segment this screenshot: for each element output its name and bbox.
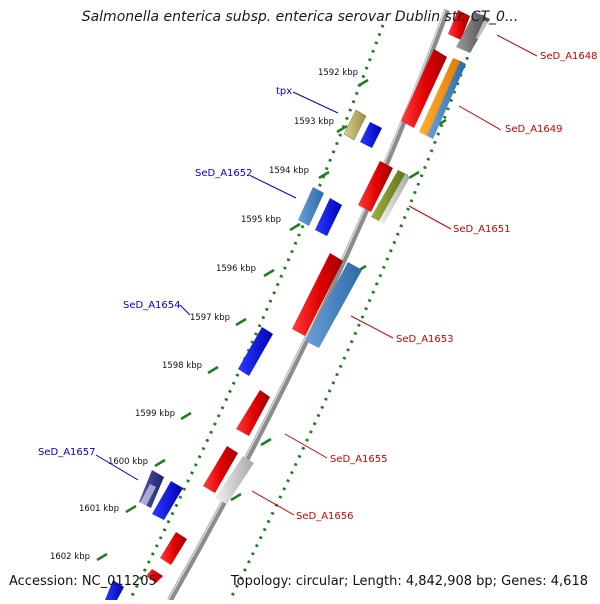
gene-partial-bottom-left[interactable] xyxy=(105,532,187,600)
kbp-label-1596: 1596 kbp xyxy=(216,264,256,274)
gene-sed-a1656[interactable] xyxy=(203,446,254,504)
gene-label-sed-a1656[interactable]: SeD_A1656 xyxy=(296,511,354,522)
gene-label-sed-a1657[interactable]: SeD_A1657 xyxy=(38,447,96,458)
gene-label-tpx[interactable]: tpx xyxy=(276,86,292,97)
kbp-label-1602: 1602 kbp xyxy=(50,552,90,562)
gene-label-sed-a1648[interactable]: SeD_A1648 xyxy=(540,51,598,62)
gene-label-sed-a1654[interactable]: SeD_A1654 xyxy=(123,300,181,311)
kbp-label-1601: 1601 kbp xyxy=(79,504,119,514)
kbp-label-1597: 1597 kbp xyxy=(190,313,230,323)
label-leader-lines xyxy=(95,34,538,516)
gene-sed-a1651[interactable] xyxy=(358,161,410,224)
gene-top-partial[interactable] xyxy=(448,10,490,53)
gene-sed-a1657[interactable] xyxy=(139,470,183,520)
kbp-label-1594: 1594 kbp xyxy=(269,166,309,176)
kbp-label-1595: 1595 kbp xyxy=(241,215,281,225)
kbp-label-1600: 1600 kbp xyxy=(108,457,148,467)
gene-label-sed-a1649[interactable]: SeD_A1649 xyxy=(505,124,563,135)
kbp-label-1593: 1593 kbp xyxy=(294,117,334,127)
topology-text: Topology: circular; Length: 4,842,908 bp… xyxy=(230,574,588,589)
gene-label-sed-a1652[interactable]: SeD_A1652 xyxy=(195,168,253,179)
gene-sed-a1652[interactable] xyxy=(298,187,342,236)
gene-sed-a1649[interactable] xyxy=(401,49,466,139)
kbp-label-1592: 1592 kbp xyxy=(318,68,358,78)
map-title: Salmonella enterica subsp. enterica sero… xyxy=(81,9,519,25)
gene-sed-a1653[interactable] xyxy=(292,253,362,348)
kbp-label-1599: 1599 kbp xyxy=(135,409,175,419)
gene-sed-a1655[interactable] xyxy=(236,390,270,436)
gene-sed-a1654[interactable] xyxy=(238,327,273,376)
accession-text: Accession: NC_011205 xyxy=(9,574,157,589)
gene-label-sed-a1653[interactable]: SeD_A1653 xyxy=(396,334,454,345)
gene-tpx[interactable] xyxy=(343,109,382,148)
gene-label-sed-a1651[interactable]: SeD_A1651 xyxy=(453,224,511,235)
gene-sed-a1648[interactable] xyxy=(476,20,496,44)
gene-label-sed-a1655[interactable]: SeD_A1655 xyxy=(330,454,388,465)
genome-backbone-highlight xyxy=(167,9,446,601)
kbp-label-1598: 1598 kbp xyxy=(162,361,202,371)
kbp-tick-marks xyxy=(96,78,369,562)
